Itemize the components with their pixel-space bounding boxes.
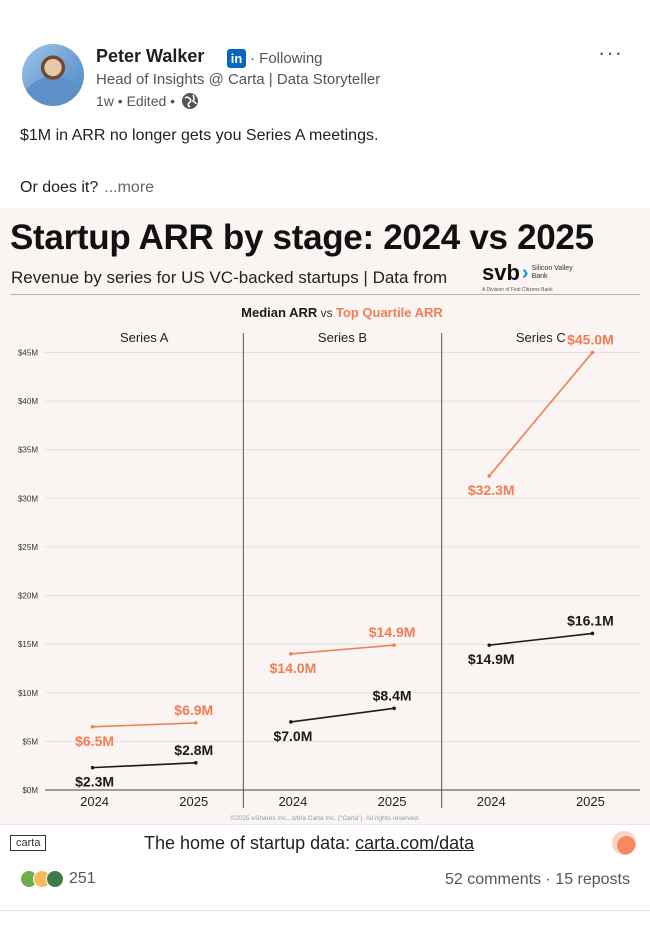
svb-sub-line2: Bank <box>531 273 548 280</box>
post-text-line: $1M in ARR no longer gets you Series A m… <box>20 127 379 144</box>
y-tick-label: $10M <box>18 689 38 698</box>
y-tick-label: $5M <box>22 737 38 746</box>
header-rule <box>10 294 640 295</box>
x-tick-label: 2024 <box>80 794 109 809</box>
series-line <box>290 707 395 723</box>
post-body: $1M in ARR no longer gets you Series A m… <box>20 123 378 201</box>
carta-logo: carta <box>10 835 47 851</box>
x-tick-label: 2025 <box>179 794 208 809</box>
data-label: $6.5M <box>75 733 114 749</box>
data-label: $14.9M <box>369 624 416 640</box>
data-label: $7.0M <box>273 728 312 744</box>
footer-text: The home of startup data: carta.com/data <box>144 833 474 854</box>
series-line <box>92 722 196 728</box>
panel-title: Series B <box>318 330 367 345</box>
svb-subtitle: Silicon Valley Bank <box>532 265 573 281</box>
chart-plot-area: $0M $5M $10M $15M $20M $25M $30M $35M $40M $45M Se… <box>18 330 640 809</box>
series-line <box>92 761 196 769</box>
y-tick-label: $45M <box>18 348 38 357</box>
data-point <box>487 643 492 647</box>
data-label: $16.1M <box>567 612 614 628</box>
panel-title: Series A <box>120 330 169 345</box>
x-tick-label: 2025 <box>378 794 407 809</box>
x-tick-label: 2024 <box>477 794 506 809</box>
data-point <box>487 474 492 478</box>
social-bar: 251 52 comments · 15 reposts <box>0 858 650 910</box>
series-line <box>489 632 593 646</box>
reactions[interactable]: 251 <box>20 870 96 888</box>
data-point <box>90 765 95 770</box>
svb-name: svb <box>482 260 520 285</box>
carta-data-link[interactable]: carta.com/data <box>355 833 475 853</box>
carta-mark-icon <box>612 831 636 855</box>
data-point <box>392 706 396 711</box>
svb-chevron-icon: › <box>521 261 529 284</box>
y-tick-label: $25M <box>18 543 38 552</box>
bottom-divider <box>0 910 650 911</box>
chart-title-median: Median ARR <box>241 305 318 320</box>
data-point <box>193 721 198 725</box>
data-label: $45.0M <box>567 331 614 347</box>
data-point <box>590 631 595 636</box>
data-point <box>289 652 293 656</box>
y-tick-label: $35M <box>18 446 38 455</box>
card-footer: carta The home of startup data: carta.co… <box>0 824 650 858</box>
y-tick-label: $30M <box>18 494 38 503</box>
author-avatar[interactable] <box>22 44 84 106</box>
x-tick-label: 2025 <box>576 794 605 809</box>
panel-title: Series C <box>516 330 566 345</box>
post-text-question: Or does it? <box>20 179 99 196</box>
post-meta: 1w • Edited • <box>96 92 199 110</box>
data-label: $14.0M <box>270 660 317 676</box>
data-point <box>193 760 198 765</box>
author-headline: Head of Insights @ Carta | Data Storytel… <box>96 71 381 88</box>
card-title: Startup ARR by stage: 2024 vs 2025 <box>10 218 594 257</box>
post-header: Peter Walker in · Following Head of Insi… <box>0 0 650 120</box>
follow-status: · Following <box>250 50 323 67</box>
data-label: $6.9M <box>174 702 213 718</box>
post-text-line: Or does it? ...more <box>20 175 378 201</box>
y-tick-label: $20M <box>18 592 38 601</box>
data-label: $2.3M <box>75 774 114 790</box>
data-point <box>590 350 595 355</box>
card-subtitle: Revenue by series for US VC-backed start… <box>11 268 448 287</box>
series-line <box>290 644 395 655</box>
data-label: $32.3M <box>468 482 515 498</box>
globe-icon <box>182 93 199 109</box>
data-point <box>90 724 95 729</box>
comments-reposts[interactable]: 52 comments · 15 reposts <box>445 871 630 888</box>
post-image[interactable]: Startup ARR by stage: 2024 vs 2025 Reven… <box>0 208 650 858</box>
data-point <box>289 720 293 724</box>
svb-logo: svb › Silicon Valley Bank <box>482 260 573 286</box>
post-meta-text: 1w • Edited • <box>96 93 176 109</box>
chart-title: Median ARR vs Top Quartile ARR <box>241 305 443 320</box>
copyright-text: ©2025 eShares Inc., d/b/a Carta Inc. ("C… <box>230 814 420 822</box>
more-options-icon[interactable]: ··· <box>598 40 623 65</box>
arr-chart: Median ARR vs Top Quartile ARR $0M $5M $10… <box>18 305 640 822</box>
x-tick-label: 2024 <box>278 794 307 809</box>
data-label: $2.8M <box>174 742 213 758</box>
y-tick-label: $40M <box>18 397 38 406</box>
chart-title-vs: vs <box>317 306 336 320</box>
data-label: $8.4M <box>373 687 412 703</box>
chart-title-top: Top Quartile ARR <box>336 305 444 320</box>
svb-sub-line1: Silicon Valley <box>531 265 573 272</box>
linkedin-premium-icon: in <box>227 49 246 68</box>
reaction-count[interactable]: 251 <box>69 870 96 887</box>
data-label: $14.9M <box>468 651 515 667</box>
y-tick-label: $0M <box>22 786 38 795</box>
see-more-link[interactable]: ...more <box>104 179 155 196</box>
support-reaction-icon <box>46 870 64 888</box>
footer-prefix: The home of startup data: <box>144 833 356 853</box>
author-name[interactable]: Peter Walker <box>96 46 205 66</box>
data-point <box>392 643 396 647</box>
svb-tag: A Division of First Citizens Bank <box>482 287 553 293</box>
series-line <box>488 351 594 477</box>
y-tick-label: $15M <box>18 640 38 649</box>
